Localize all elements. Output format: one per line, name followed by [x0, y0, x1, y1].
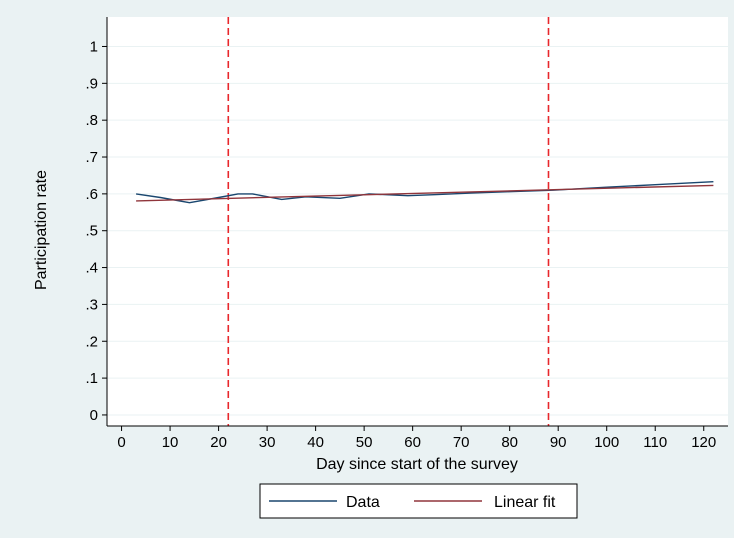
x-tick-label: 110 [643, 434, 667, 451]
y-tick-label: .4 [85, 260, 98, 277]
x-tick-label: 20 [210, 434, 227, 451]
legend-label-linear-fit: Linear fit [494, 494, 556, 511]
y-tick-label: .1 [85, 370, 98, 387]
x-tick-label: 90 [550, 434, 567, 451]
series-lines [135, 181, 714, 204]
x-tick-label: 100 [594, 434, 619, 451]
x-tick-label: 50 [356, 434, 373, 451]
y-tick-label: .5 [85, 223, 98, 240]
x-tick-label: 80 [501, 434, 518, 451]
y-tick-label: .8 [85, 112, 98, 129]
y-axis-title: Participation rate [33, 170, 50, 290]
legend: Data Linear fit [259, 483, 578, 519]
reference-lines [227, 17, 550, 426]
y-tick-label: 1 [90, 38, 98, 55]
x-tick-label: 0 [117, 434, 125, 451]
y-axis: 0 .1 .2 .3 .4 .5 .6 .7 .8 .9 1 [85, 17, 108, 426]
x-tick-label: 10 [162, 434, 179, 451]
y-tick-label: .2 [85, 333, 98, 350]
y-tick-label: .6 [85, 186, 98, 203]
y-tick-label: 0 [90, 407, 98, 424]
x-tick-label: 30 [259, 434, 276, 451]
x-axis: 0 10 20 30 40 50 60 70 80 90 100 110 120 [107, 425, 728, 451]
gridlines [107, 45, 728, 416]
x-tick-label: 40 [307, 434, 324, 451]
x-axis-title: Day since start of the survey [316, 456, 518, 473]
y-tick-label: .3 [85, 296, 98, 313]
x-tick-label: 70 [453, 434, 470, 451]
series-line-linear-fit [136, 184, 714, 202]
y-tick-label: .7 [85, 149, 98, 166]
x-tick-label: 60 [404, 434, 421, 451]
plot-area [107, 17, 728, 426]
y-tick-label: .9 [85, 75, 98, 92]
legend-label-data: Data [346, 494, 380, 511]
x-tick-label: 120 [691, 434, 716, 451]
